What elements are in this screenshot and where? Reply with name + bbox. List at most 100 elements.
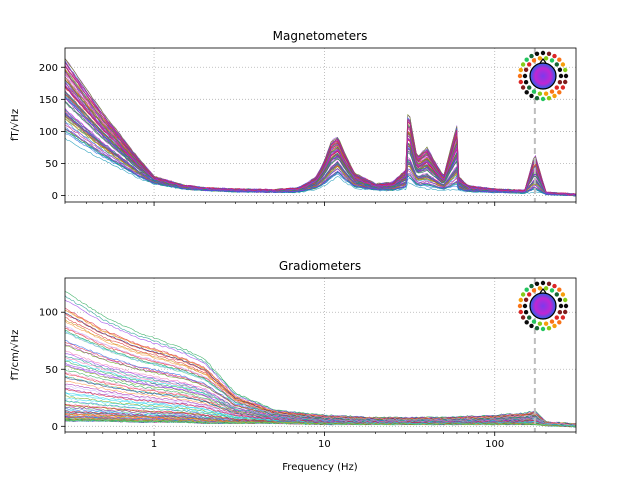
sensor-dot <box>520 85 526 90</box>
sensor-dot <box>540 280 546 286</box>
sensor-dot <box>543 56 549 61</box>
sensor-dot <box>537 321 543 326</box>
sensor-dot <box>524 287 529 292</box>
sensor-dot <box>557 57 562 62</box>
sensor-dot <box>549 89 555 94</box>
sensor-dot <box>540 50 546 56</box>
sensor-dot <box>549 288 555 293</box>
xtick-label: 10 <box>318 439 331 450</box>
sensor-dot <box>531 319 537 324</box>
sensor-dot <box>527 292 532 297</box>
gradiometers-yticks: 0 50 100 <box>39 308 65 433</box>
channel-trace <box>65 388 576 427</box>
gradiometers-xticks: 1 10 100 <box>64 432 577 450</box>
sensor-dot <box>558 303 564 309</box>
sensor-dot <box>560 315 566 320</box>
channel-trace <box>65 310 576 425</box>
magnetometers-traces <box>65 58 576 197</box>
channel-trace <box>65 118 576 196</box>
sensor-dot <box>549 319 555 324</box>
magnetometers-sensor-topomap <box>517 50 569 102</box>
sensor-dot <box>554 292 559 297</box>
magnetometers-grid <box>65 48 576 202</box>
ytick-label: 100 <box>39 127 58 138</box>
sensor-dot <box>560 62 566 67</box>
sensor-dot <box>554 315 559 320</box>
sensor-dot <box>537 286 543 291</box>
sensor-dot <box>527 315 532 320</box>
sensor-dot <box>522 303 528 309</box>
sensor-dot <box>534 96 540 101</box>
sensor-dot <box>563 303 569 309</box>
sensor-dot <box>558 73 564 79</box>
sensor-dot <box>557 67 563 73</box>
sensor-dot <box>563 73 569 79</box>
sensor-dot <box>560 85 566 90</box>
sensor-dot <box>554 85 559 90</box>
gradiometers-title: Gradiometers <box>279 259 361 273</box>
ytick-label: 50 <box>45 365 58 376</box>
sensor-dot <box>524 320 529 325</box>
sensor-dot <box>543 286 549 291</box>
gradiometers-ylabel: fT/cm/√Hz <box>10 330 21 381</box>
magnetometers-panel: Magnetometers 0 50 100 150 200 fT/√Hz <box>10 29 577 206</box>
sensor-dot <box>563 67 568 73</box>
sensor-dot <box>522 73 528 79</box>
sensor-dot <box>563 309 568 315</box>
sensor-dot <box>527 62 532 67</box>
sensor-dot <box>557 80 563 85</box>
sensor-dot <box>554 62 559 67</box>
channel-trace <box>65 325 576 426</box>
sensor-dot <box>527 85 532 90</box>
sensor-dot <box>543 321 549 326</box>
channel-trace <box>65 319 576 426</box>
sensor-dot <box>529 93 534 99</box>
magnetometers-frame <box>64 47 577 203</box>
channel-trace <box>65 83 576 196</box>
sensor-dot <box>557 90 562 95</box>
ytick-label: 150 <box>39 95 58 106</box>
sensor-dot <box>560 292 566 297</box>
sensor-dot <box>543 91 549 96</box>
sensor-dot <box>546 96 552 101</box>
gradiometers-grid <box>65 278 576 432</box>
channel-trace <box>65 397 576 427</box>
sensor-dot <box>563 297 568 303</box>
channel-trace <box>65 356 576 427</box>
sensor-dot <box>557 297 563 302</box>
sensor-dot <box>518 297 523 303</box>
sensor-dot <box>557 310 563 315</box>
ytick-label: 0 <box>52 422 58 433</box>
sensor-dot <box>549 58 555 63</box>
sensor-dot <box>523 80 529 85</box>
magnetometers-yticks: 0 50 100 150 200 <box>39 63 65 202</box>
sensor-dot <box>520 62 526 67</box>
sensor-dot <box>520 315 526 320</box>
gradiometers-frame <box>64 277 577 433</box>
sensor-dot <box>557 320 562 325</box>
sensor-dot <box>517 303 523 309</box>
sensor-dot <box>540 326 546 332</box>
magnetometers-title: Magnetometers <box>273 29 368 43</box>
sensor-dot <box>518 67 523 73</box>
sensor-dot <box>531 58 537 63</box>
sensor-dot <box>523 67 529 73</box>
sensor-dot <box>529 323 534 329</box>
sensor-dot <box>523 310 529 315</box>
ytick-label: 0 <box>52 191 58 202</box>
sensor-dot <box>531 89 537 94</box>
sensor-dot <box>534 51 540 56</box>
sensor-dot <box>531 288 537 293</box>
sensor-dot <box>552 323 557 329</box>
head-nose <box>539 58 547 64</box>
channel-trace <box>65 383 576 427</box>
frequency-xlabel: Frequency (Hz) <box>282 462 358 473</box>
sensor-dot <box>546 326 552 331</box>
ytick-label: 100 <box>39 308 58 319</box>
xtick-label: 100 <box>485 439 504 450</box>
sensor-dot <box>557 287 562 292</box>
sensor-dot <box>563 79 568 85</box>
channel-trace <box>65 113 576 196</box>
sensor-dot <box>537 56 543 61</box>
